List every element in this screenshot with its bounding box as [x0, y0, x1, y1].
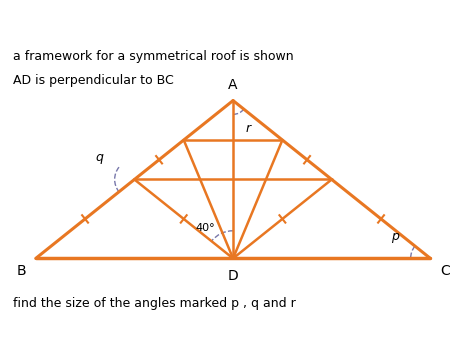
Text: C: C — [440, 264, 450, 278]
Text: p: p — [391, 230, 399, 242]
Text: find the size of the angles marked p , q and r: find the size of the angles marked p , q… — [13, 297, 296, 310]
Text: r: r — [246, 122, 251, 135]
Text: B: B — [16, 264, 26, 278]
Text: AD is perpendicular to BC: AD is perpendicular to BC — [13, 74, 174, 87]
Text: 40°: 40° — [196, 223, 215, 233]
Text: A: A — [228, 78, 238, 92]
Text: a framework for a symmetrical roof is shown: a framework for a symmetrical roof is sh… — [13, 49, 294, 62]
Text: q: q — [95, 151, 103, 164]
Text: D: D — [228, 269, 238, 283]
